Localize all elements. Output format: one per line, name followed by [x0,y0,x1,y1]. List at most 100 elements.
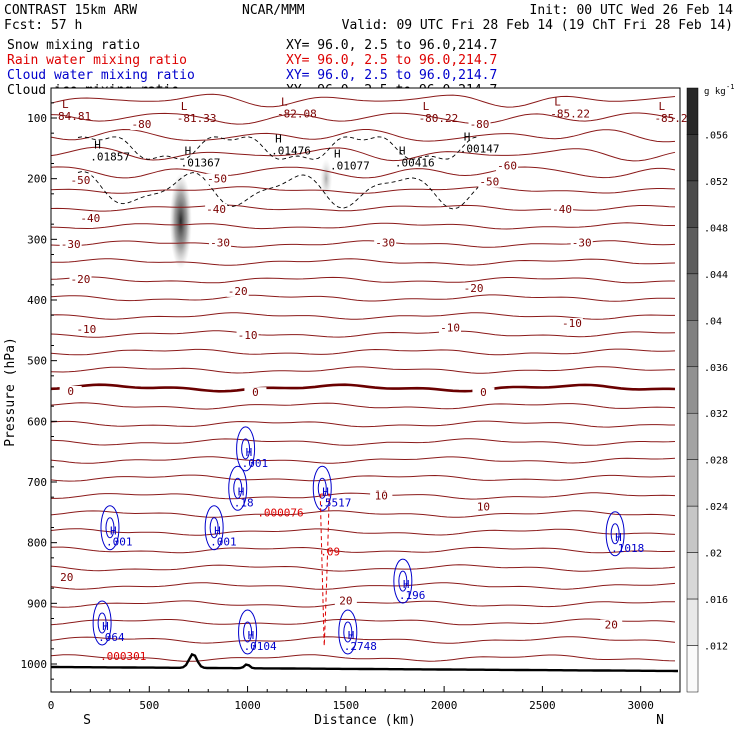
colorbar-tick-label: .044 [704,270,728,281]
cloud-ice-high-marker: H [275,132,282,145]
colorbar-tick-label: .012 [704,642,728,653]
cloud-water-contour [343,621,353,643]
north-label: N [656,713,664,728]
x-tick-label: 3000 [627,699,654,712]
temperature-contour-line [50,366,675,374]
x-tick-label: 0 [48,699,55,712]
rain-water-max-label: .000076 [257,506,303,519]
terrain-surface-line [51,652,678,673]
temperature-contour-label: -30 [572,236,592,249]
temperature-contour-line [51,492,676,500]
cloud-water-high-marker: H [322,485,329,498]
cloud-ice-contours [77,136,479,210]
cloud-water-contour [393,558,413,604]
cloud-water-contour [317,477,327,499]
temperature-contour-label: 20 [60,571,73,584]
cloud-water-high-marker: H [246,446,253,459]
colorbar-tick-label: .052 [704,177,728,188]
contour-label-bg [59,386,82,397]
temperature-contour-line [50,654,676,662]
low-marker: L [62,98,69,111]
cloud-ice-high-marker: H [185,145,192,158]
temperature-contour-line [50,294,676,302]
temperature-contour-label: -10 [238,329,258,342]
contour-label-bg [472,501,495,513]
x-tick-label: 500 [139,699,159,712]
contour-label-bg [600,619,623,631]
cloud-water-high-marker: H [348,629,355,642]
low-value-label: 84.81 [58,110,91,123]
contour-label-bg [334,595,357,607]
colorbar-segment [686,134,699,182]
cloud-ice-contour-line [77,170,479,210]
cloud-ice-high-marker: H [334,148,341,161]
cloud-water-contour [228,465,248,511]
cloud-water-high-marker: H [248,629,255,642]
cloud-water-high-marker: H [403,578,410,591]
colorbar-segment [686,180,699,228]
cloud-ice-contour-line [77,136,479,160]
cloud-water-high-marker: H [110,525,117,538]
colorbar-tick-label: .048 [704,223,728,234]
contour-label-bg [226,285,249,297]
temperature-contour-label: -80 [470,118,490,131]
temperature-contour-label: 20 [605,619,618,632]
temperature-contour-line [50,636,676,644]
temperature-contour-label: 0 [252,386,259,399]
rain-water-contours [319,493,330,646]
contour-label-bg [209,237,232,249]
temperature-contour-label: -80 [131,118,151,131]
cloud-ice-high-marker: H [94,138,101,151]
contour-label-bg [75,324,98,336]
colorbar-tick-label: .02 [704,549,722,560]
contour-label-bg [69,174,92,186]
contour-label-bg [462,282,485,294]
cloud-water-max-label: .196 [399,589,426,602]
contour-label-bg [79,213,102,225]
temperature-contour-label: -40 [552,203,572,216]
x-axis-label: Distance (km) [314,713,416,728]
contour-label-bg [560,318,583,330]
colorbar-tick-label: .032 [704,409,728,420]
cloud-ice-max-label: .00147 [460,143,500,156]
terrain-line [51,652,678,673]
temperature-contour-label: -10 [76,323,96,336]
contour-label-bg [244,387,267,399]
low-value-label: -85.22 [550,108,590,121]
low-value-label: -81.33 [177,112,217,125]
colorbar-segment [686,505,699,553]
temperature-contour-line [50,146,676,162]
x-tick-label: 2500 [529,699,556,712]
contour-label-bg [496,160,519,172]
low-marker: L [423,100,430,113]
cloud-water-contour [243,621,253,643]
snow-shading-blob [320,158,333,199]
temperature-contour-line [51,258,676,266]
temperature-contour-label: -20 [228,285,248,298]
cloud-water-contour [398,570,408,592]
south-label: S [83,713,91,728]
cloud-water-contour [233,477,243,499]
contour-label-bg [472,387,495,399]
legend-label: Cloud water mixing ratio [7,68,195,83]
cloud-water-contour [209,517,219,539]
contour-label-bg [59,239,82,251]
cloud-water-max-label: .2748 [344,640,377,653]
init-time: Init: 00 UTC Wed 26 Feb 14 [530,3,734,18]
cloud-water-high-marker: H [102,620,109,633]
y-tick-label: 1000 [21,658,48,671]
colorbar-units: g kg -1 [704,83,734,97]
low-marker: L [554,96,561,109]
cloud-water-max-label: .001 [210,536,237,549]
colorbar-tick-label: .04 [704,316,722,327]
cloud-water-max-label: .0104 [244,640,277,653]
colorbar-tick-label: .028 [704,456,728,467]
colorbar-segment [686,320,699,368]
x-tick-label: 1500 [333,699,360,712]
temperature-contour-line [50,456,676,464]
colorbar-segment [686,459,699,507]
contour-label-bg [468,119,491,131]
cloud-ice-max-label: .01367 [181,157,221,170]
plot-area: -80 -80 -60 -50 -50 -50 -40 -40 -40 -30 -30 -30 -30 -… [50,87,694,693]
